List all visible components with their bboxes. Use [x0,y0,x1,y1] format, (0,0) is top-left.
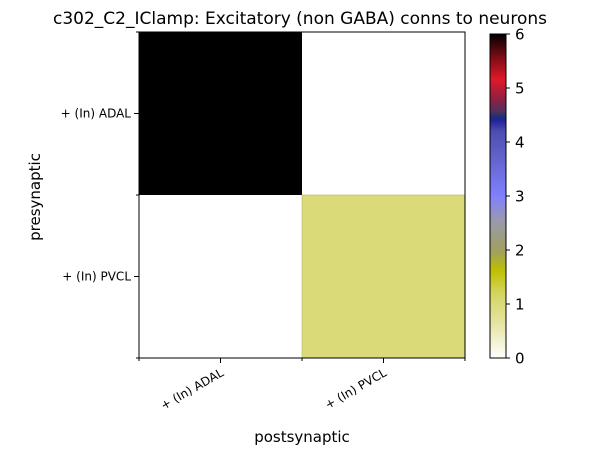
y-axis-ticks: + (In) ADAL + (In) PVCL [61,31,139,359]
heatmap-cell-r0-c1 [302,32,465,195]
heatmap-cell-r0-c0 [139,32,302,195]
colorbar [489,33,507,359]
colorbar-ticks: 0 1 2 3 4 5 6 [506,26,525,368]
y-tick-label: + (In) PVCL [62,270,131,284]
colorbar-tick-label: 4 [515,134,525,152]
x-axis-ticks: + (In) ADAL + (In) PVCL [138,358,466,413]
colorbar-tick-label: 5 [515,80,525,98]
x-tick-label: + (In) ADAL [158,365,226,412]
y-axis-label: presynaptic [26,153,44,241]
y-tick-label: + (In) ADAL [61,107,132,121]
colorbar-tick-label: 6 [515,26,525,44]
colorbar-tick-label: 3 [515,188,525,206]
colorbar-tick-label: 2 [515,242,525,260]
colorbar-tick-label: 1 [515,296,525,314]
x-tick-label: + (In) PVCL [323,365,390,412]
heatmap-cell-r1-c0 [139,195,302,358]
x-axis-label: postsynaptic [254,428,350,446]
heatmap-cells [139,32,466,359]
heatmap-cell-r1-c1 [301,194,466,359]
colorbar-tick-label: 0 [515,350,525,368]
chart-title: c302_C2_IClamp: Excitatory (non GABA) co… [53,9,547,29]
